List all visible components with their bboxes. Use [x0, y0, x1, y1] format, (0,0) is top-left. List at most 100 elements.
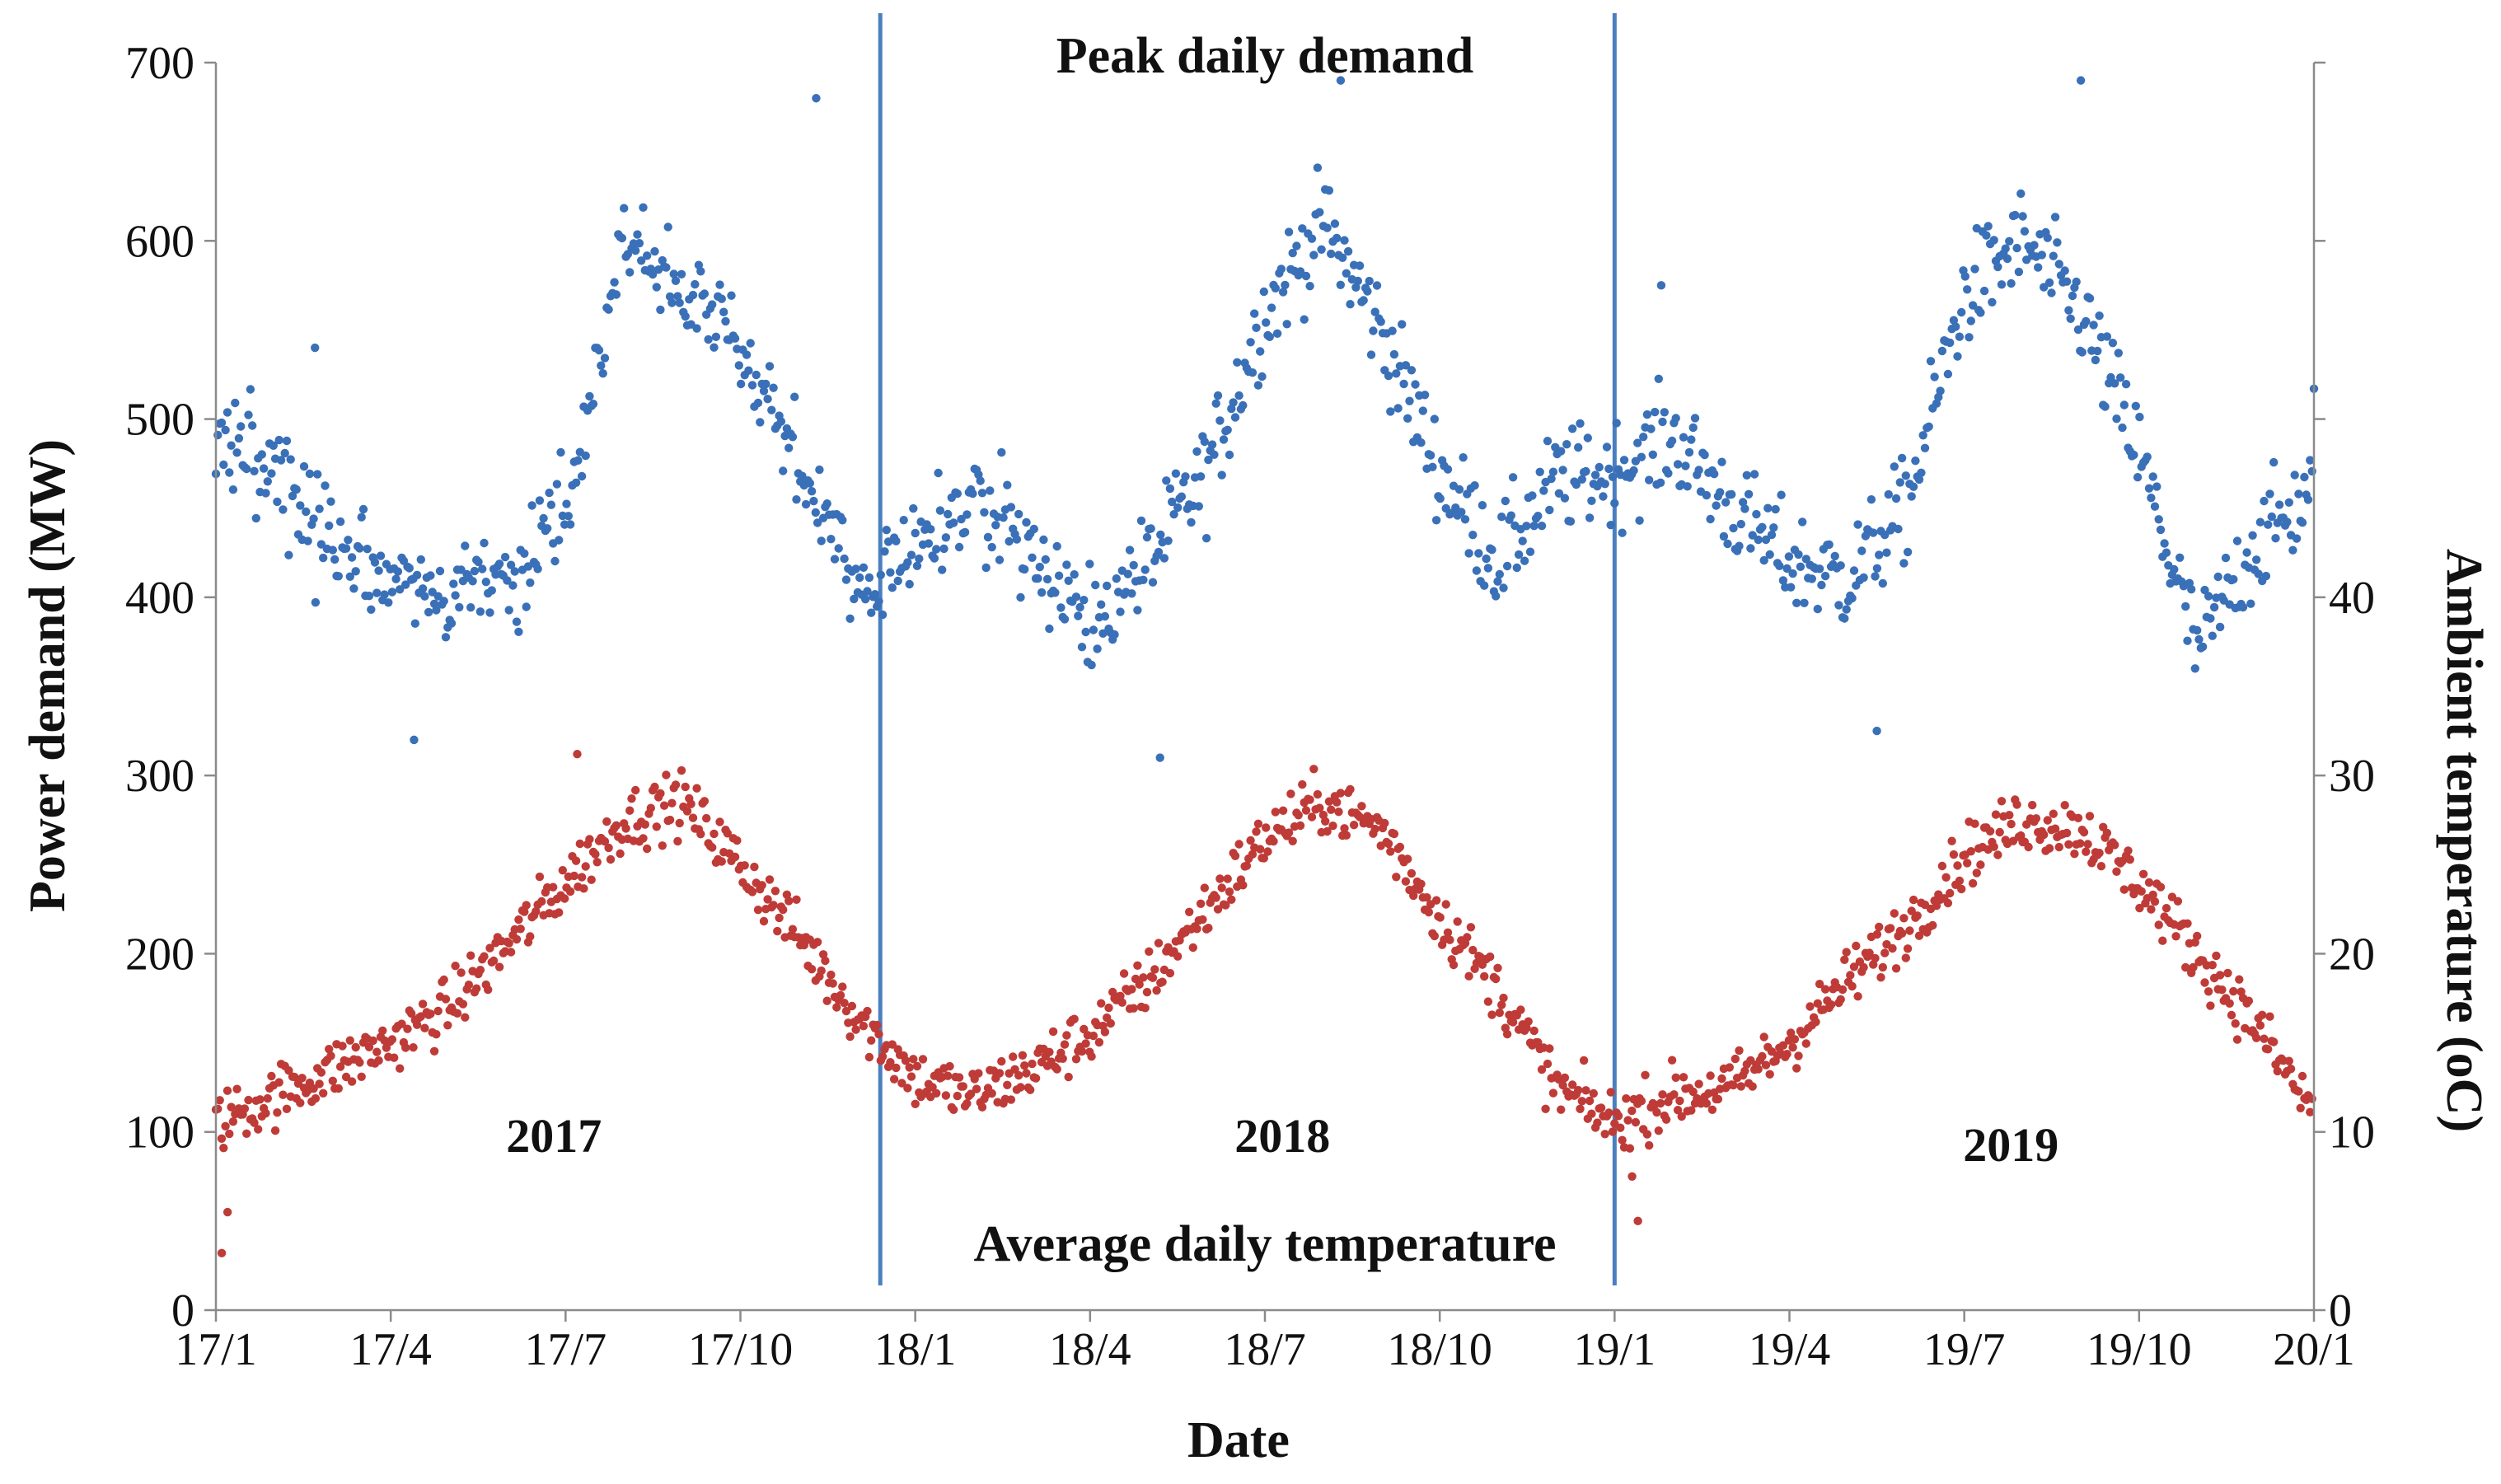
temperature-point	[682, 807, 692, 816]
demand-point	[1207, 440, 1217, 449]
temperature-point	[1483, 997, 1493, 1006]
demand-point	[1700, 450, 1709, 460]
demand-point	[355, 544, 364, 553]
demand-point	[2135, 412, 2144, 422]
demand-point	[2053, 238, 2062, 247]
temperature-point	[2016, 831, 2026, 840]
demand-point	[915, 554, 924, 564]
temperature-point	[1972, 868, 1981, 878]
temperature-point	[403, 1024, 412, 1033]
temperature-point	[409, 1043, 418, 1052]
temperature-point	[1909, 895, 1918, 905]
demand-point	[1136, 516, 1146, 526]
demand-point	[1262, 318, 1271, 327]
temperature-point	[1252, 827, 1261, 836]
temperature-point	[429, 1046, 439, 1056]
demand-point	[1366, 350, 1376, 359]
temperature-point	[457, 968, 466, 977]
demand-point	[1775, 561, 1784, 570]
demand-point	[719, 307, 728, 316]
demand-point	[938, 565, 947, 574]
demand-point	[555, 536, 564, 545]
demand-point	[1752, 509, 1761, 519]
demand-point	[692, 324, 701, 333]
demand-point	[1723, 539, 1732, 549]
demand-point	[246, 385, 255, 394]
demand-point	[500, 552, 510, 562]
temperature-point	[1577, 1097, 1587, 1106]
temperature-point	[1891, 964, 1901, 973]
demand-point	[1454, 485, 1464, 494]
demand-point	[433, 592, 443, 601]
temperature-point	[569, 871, 578, 881]
demand-point	[1051, 588, 1060, 597]
demand-point	[652, 283, 661, 292]
x-tick-label: 17/4	[349, 1324, 432, 1375]
demand-point	[2290, 470, 2299, 480]
temperature-point	[2200, 978, 2209, 987]
temperature-point	[1145, 947, 1154, 957]
demand-point	[669, 269, 678, 279]
demand-point	[234, 433, 244, 443]
demand-point	[753, 398, 763, 408]
demand-point	[1372, 281, 1382, 290]
demand-point	[2274, 500, 2284, 509]
demand-point	[2076, 76, 2086, 85]
temperature-point	[1901, 953, 1910, 962]
temperature-point	[643, 844, 652, 854]
demand-point	[1071, 592, 1081, 602]
temperature-point	[558, 866, 567, 875]
demand-point	[1443, 465, 1453, 474]
demand-point	[779, 466, 788, 475]
demand-point	[213, 430, 222, 440]
demand-point	[449, 579, 458, 588]
temperature-point	[1687, 1106, 1696, 1115]
demand-point	[1914, 475, 1924, 485]
demand-point	[903, 558, 912, 567]
temperature-point	[2273, 1066, 2282, 1076]
demand-point	[855, 573, 864, 583]
temperature-point	[1568, 1080, 1577, 1089]
demand-point	[1742, 470, 1751, 480]
demand-point	[1159, 554, 1169, 563]
temperature-point	[526, 932, 535, 941]
temperature-point	[640, 820, 649, 829]
temperature-point	[1656, 1098, 1665, 1108]
temperature-point	[1788, 1043, 1797, 1052]
temperature-point	[2297, 1071, 2307, 1081]
demand-point	[1712, 501, 1721, 510]
temperature-point	[753, 906, 763, 915]
demand-point	[1778, 576, 1788, 585]
temperature-point	[485, 943, 494, 953]
temperature-point	[1529, 1026, 1539, 1036]
demand-point	[1248, 368, 1258, 377]
demand-point	[276, 456, 286, 465]
demand-point	[1740, 504, 1749, 513]
demand-point	[2265, 489, 2274, 499]
demand-point	[1970, 264, 1979, 274]
temperature-point	[2102, 828, 2112, 838]
demand-point	[742, 350, 752, 359]
demand-point	[2297, 518, 2307, 527]
demand-point	[730, 334, 740, 343]
temperature-point	[1616, 1123, 1625, 1132]
demand-point	[1535, 467, 1544, 476]
temperature-point	[1298, 779, 1307, 789]
demand-point	[1765, 550, 1774, 559]
temperature-point	[1613, 1112, 1623, 1121]
temperature-point	[591, 850, 600, 859]
demand-point	[1642, 410, 1652, 419]
demand-point	[316, 540, 326, 549]
temperature-point	[836, 990, 845, 1000]
temperature-point	[2244, 996, 2254, 1005]
temperature-point	[1453, 917, 1462, 926]
temperature-point	[2079, 827, 2089, 837]
demand-point	[1716, 488, 1725, 497]
demand-point	[882, 526, 892, 535]
temperature-point	[426, 1009, 435, 1018]
temperature-point	[652, 822, 661, 831]
y-tick-label-left: 700	[125, 38, 194, 89]
demand-point	[1917, 468, 1926, 477]
demand-point	[1292, 241, 1301, 250]
